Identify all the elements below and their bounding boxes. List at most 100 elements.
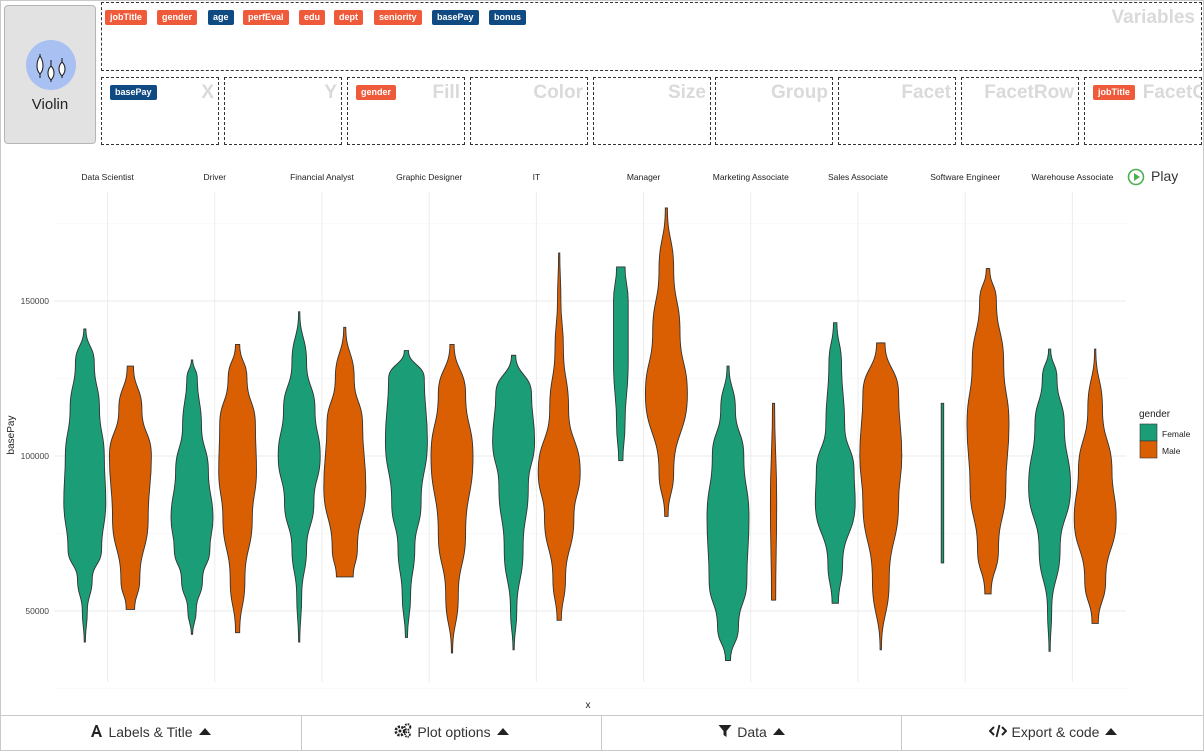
tab-label: Plot options xyxy=(417,724,491,740)
variable-chip-gender[interactable]: gender xyxy=(157,10,198,25)
dropzone-facet[interactable]: Facet xyxy=(838,77,956,145)
dropzone-facetrow[interactable]: FacetRow xyxy=(961,77,1079,145)
filter-icon xyxy=(718,717,732,750)
tab-labels-title[interactable]: Labels & Title xyxy=(0,716,302,751)
variable-chip-dept[interactable]: dept xyxy=(334,10,363,25)
violin-female xyxy=(492,354,536,651)
play-icon xyxy=(1127,168,1145,186)
violin-female xyxy=(170,359,214,635)
tab-export-code[interactable]: Export & code xyxy=(902,716,1204,751)
violin-female xyxy=(63,328,107,643)
violin-male xyxy=(769,402,778,601)
dropzone-title: Facet xyxy=(901,82,951,103)
play-button[interactable]: Play xyxy=(1127,167,1178,187)
violin-female xyxy=(384,350,428,638)
dropzone-chip-jobtitle[interactable]: jobTitle xyxy=(1093,85,1135,100)
y-tick-label: 100000 xyxy=(21,451,50,461)
y-axis-label: basePay xyxy=(6,416,17,455)
violins xyxy=(63,207,1117,662)
dropzone-x[interactable]: X basePay xyxy=(101,77,219,145)
tab-label: Export & code xyxy=(1011,724,1100,740)
facet-label: Manager xyxy=(627,172,661,182)
legend-label-female: Female xyxy=(1162,429,1191,439)
facet-labels: Data Scientist Driver Financial Analyst Gra… xyxy=(81,172,1113,182)
violin-male xyxy=(966,267,1010,595)
tab-data[interactable]: Data xyxy=(602,716,902,751)
gears-icon xyxy=(394,717,412,750)
variable-chip-jobtitle[interactable]: jobTitle xyxy=(105,10,147,25)
dropzone-title: Size xyxy=(667,82,706,103)
dropzone-y[interactable]: Y xyxy=(224,77,342,145)
violin-male xyxy=(430,343,474,654)
variable-chip-age[interactable]: age xyxy=(208,10,234,25)
violin-female xyxy=(814,322,856,604)
variables-panel: Variables jobTitle gender age perfEval e… xyxy=(101,2,1202,71)
violin-icon xyxy=(26,40,76,90)
caret-up-icon xyxy=(198,727,211,735)
legend-swatch-male xyxy=(1139,440,1158,459)
violin-male xyxy=(644,207,688,517)
facet-label: Graphic Designer xyxy=(396,172,462,182)
caret-up-icon xyxy=(496,727,509,735)
violin-female xyxy=(706,365,750,662)
dropzone-chip-basepay[interactable]: basePay xyxy=(110,85,157,100)
variable-chip-bonus[interactable]: bonus xyxy=(489,10,526,25)
y-tick-label: 50000 xyxy=(25,606,49,616)
violin-female xyxy=(940,402,945,564)
variable-chip-basepay[interactable]: basePay xyxy=(432,10,479,25)
violin-plot: Data Scientist Driver Financial Analyst Gra… xyxy=(6,172,1191,711)
violin-male xyxy=(859,342,903,651)
violin-female xyxy=(613,266,629,462)
dropzone-group[interactable]: Group xyxy=(715,77,833,145)
dropzone-fill[interactable]: Fill gender xyxy=(347,77,465,145)
tab-label: Labels & Title xyxy=(108,724,193,740)
violin-male xyxy=(537,252,581,621)
variable-chip-edu[interactable]: edu xyxy=(299,10,326,25)
dropzone-title: FacetCol xyxy=(1142,82,1201,103)
facet-label: Warehouse Associate xyxy=(1031,172,1113,182)
dropzone-title: Group xyxy=(771,82,828,103)
font-icon xyxy=(90,717,103,750)
variable-chip-perfeval[interactable]: perfEval xyxy=(243,10,289,25)
geom-label: Violin xyxy=(31,96,69,113)
violin-male xyxy=(323,326,367,578)
facet-label: Sales Associate xyxy=(828,172,888,182)
violin-female xyxy=(1028,348,1072,652)
dropzone-title: Fill xyxy=(432,82,460,103)
facet-label: Marketing Associate xyxy=(713,172,789,182)
bottom-toolbar: Labels & Title Plot options Data Export … xyxy=(0,715,1204,752)
geom-selector-button[interactable]: Violin xyxy=(4,5,96,144)
facet-label: IT xyxy=(533,172,541,182)
y-tick-label: 150000 xyxy=(21,296,50,306)
facet-label: Data Scientist xyxy=(81,172,134,182)
tab-plot-options[interactable]: Plot options xyxy=(302,716,602,751)
dropzone-title: Y xyxy=(324,82,337,103)
caret-up-icon xyxy=(1105,727,1118,735)
y-axis: 50000 100000 150000 xyxy=(21,296,50,616)
variables-title: Variables xyxy=(1111,7,1195,28)
facet-label: Software Engineer xyxy=(930,172,1000,182)
x-axis-label: x xyxy=(586,700,591,711)
violin-female xyxy=(277,311,321,643)
code-icon xyxy=(988,717,1007,750)
violin-male xyxy=(108,365,152,610)
violin-male xyxy=(218,343,257,634)
legend-label-male: Male xyxy=(1162,446,1181,456)
dropzone-chip-gender[interactable]: gender xyxy=(356,85,397,100)
dropzone-title: Color xyxy=(533,82,583,103)
facet-label: Financial Analyst xyxy=(290,172,354,182)
violin-male xyxy=(1073,348,1117,624)
legend: gender Female Male xyxy=(1139,409,1191,459)
tab-label: Data xyxy=(737,724,767,740)
legend-title: gender xyxy=(1139,409,1171,420)
dropzone-size[interactable]: Size xyxy=(593,77,711,145)
play-label: Play xyxy=(1151,168,1179,184)
plot-grid xyxy=(54,192,1126,689)
facet-label: Driver xyxy=(203,172,226,182)
dropzone-title: FacetRow xyxy=(984,82,1074,103)
caret-up-icon xyxy=(772,727,785,735)
dropzone-facetcol[interactable]: FacetCol jobTitle xyxy=(1084,77,1202,145)
dropzone-title: X xyxy=(201,82,214,103)
dropzone-color[interactable]: Color xyxy=(470,77,588,145)
variable-chip-seniority[interactable]: seniority xyxy=(374,10,422,25)
